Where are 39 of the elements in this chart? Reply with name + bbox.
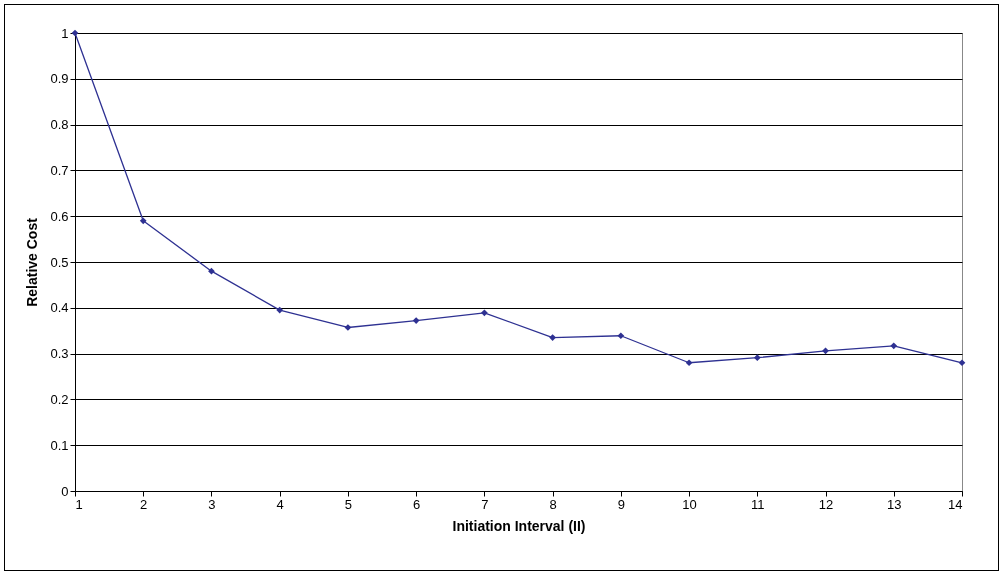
- x-tick-label: 12: [818, 496, 834, 512]
- x-tick-label: 5: [344, 496, 353, 512]
- y-tick-label: 0.4: [50, 300, 69, 316]
- point: [208, 267, 215, 275]
- y-tick-label: 0: [61, 483, 69, 499]
- x-tick-label: 10: [682, 496, 697, 512]
- y-tick-label: 0.3: [50, 346, 69, 362]
- point: [753, 354, 761, 362]
- point: [958, 359, 966, 367]
- x-tick-label: 6: [413, 496, 421, 512]
- y-tick-label: 0.8: [50, 117, 69, 133]
- point: [822, 347, 829, 355]
- y-tick-label: 0.7: [50, 162, 69, 178]
- x-tick-label: 14: [948, 496, 963, 512]
- point: [685, 359, 693, 367]
- x-tick-label: 3: [208, 496, 216, 512]
- y-tick-label: 0.1: [50, 437, 69, 453]
- x-tick-label: 1: [75, 496, 83, 512]
- x-axis-title: Initiation Interval (II): [452, 517, 586, 534]
- x-tick-label: 13: [887, 496, 902, 512]
- x-tick-label: 8: [549, 496, 557, 512]
- x-tick-label: 7: [481, 496, 489, 512]
- point: [139, 217, 147, 225]
- y-tick-label: 0.2: [50, 391, 69, 407]
- x-tick-label: 2: [140, 496, 148, 512]
- y-tick-label: 0.6: [50, 208, 69, 224]
- x-tick-label: 4: [276, 496, 284, 512]
- y-tick-label: 0.5: [50, 254, 69, 270]
- point: [412, 317, 420, 324]
- y-tick-label: 0.9: [50, 71, 69, 87]
- x-tick-label: 11: [751, 496, 765, 512]
- y-tick-label: 1: [61, 25, 69, 41]
- point: [481, 309, 488, 317]
- point: [276, 306, 284, 314]
- y-axis-title: Relative Cost: [24, 217, 41, 307]
- point: [890, 342, 898, 350]
- point: [617, 332, 625, 340]
- point: [549, 334, 556, 341]
- x-tick-label: 9: [617, 496, 625, 512]
